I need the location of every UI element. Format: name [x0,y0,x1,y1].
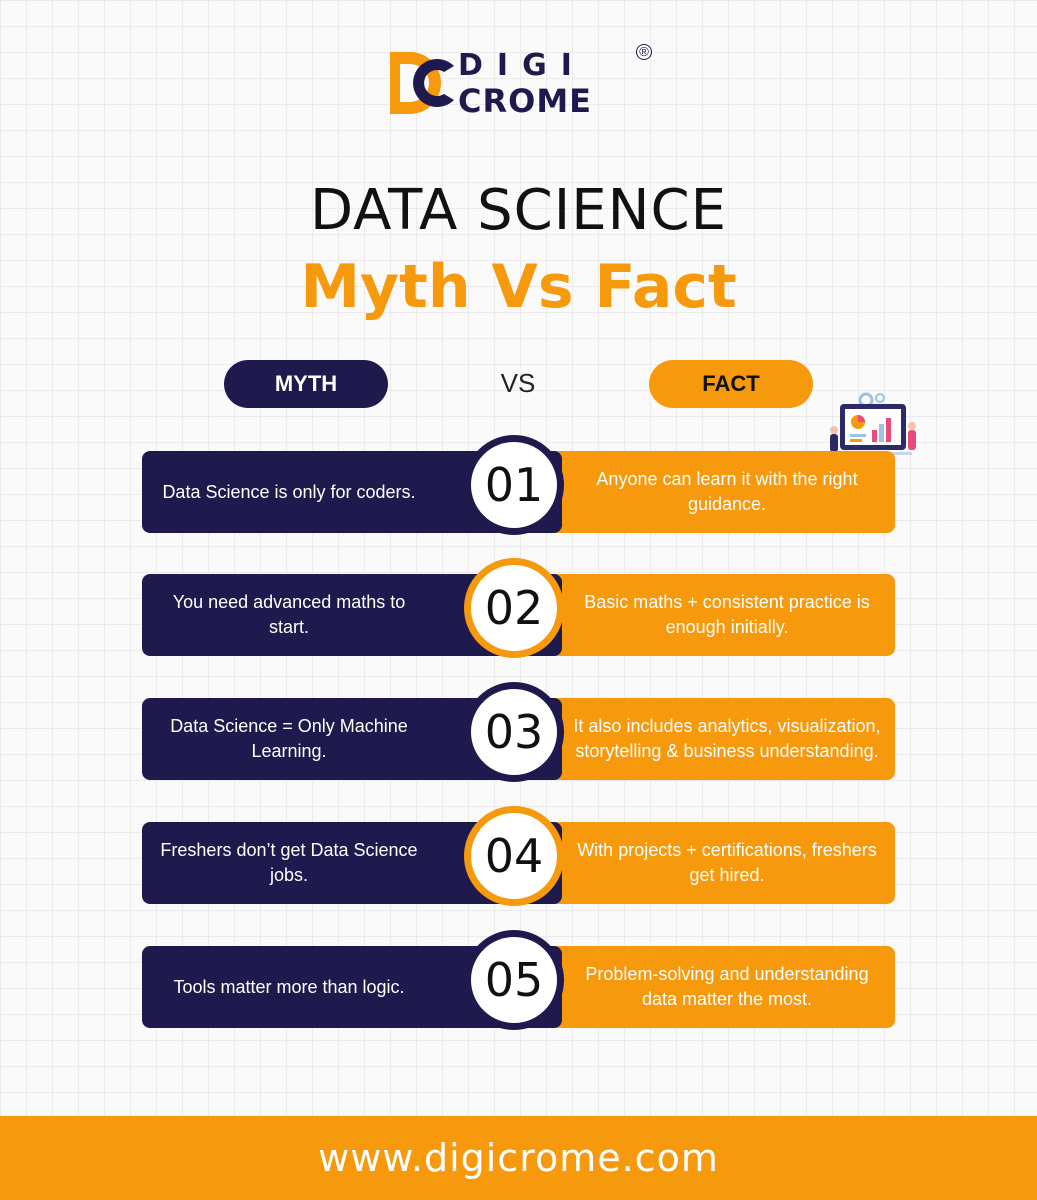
fact-text: Problem-solving and understanding data m… [585,964,869,1009]
fact-text: With projects + certifications, freshers… [577,840,877,885]
myth-header-pill: MYTH [224,360,388,408]
myth-fact-row-04: With projects + certifications, freshers… [142,806,895,906]
myth-text: Data Science = Only Machine Learning. [170,716,408,761]
fact-header-pill: FACT [649,360,813,408]
logo-mark-icon [390,52,454,114]
vs-label: VS [500,368,536,398]
row-number-badge: 05 [464,930,564,1030]
website-link[interactable]: www.digicrome.com [318,1136,719,1180]
myth-fact-row-05: Problem-solving and understanding data m… [142,930,895,1030]
myth-fact-row-03: It also includes analytics, visualizatio… [142,682,895,782]
logo-text-digi: DIGI [458,48,586,83]
registered-mark: ® [636,44,652,60]
myth-text: Tools matter more than logic. [173,976,405,997]
data-dashboard-illustration-icon [830,392,916,455]
fact-text: Basic maths + consistent practice is eno… [584,592,870,637]
footer-bar: www.digicrome.com [0,1116,1037,1200]
row-number-badge: 01 [464,435,564,535]
myth-text: You need advanced maths to start. [172,592,406,637]
brand-logo: DIGI CROME ® [388,44,652,122]
row-number-badge: 03 [464,682,564,782]
page-subtitle: Myth Vs Fact [300,252,737,322]
row-number-badge: 02 [464,558,564,658]
myth-text: Data Science is only for coders. [162,481,416,502]
myth-fact-row-02: Basic maths + consistent practice is eno… [142,558,895,658]
myth-text: Freshers don’t get Data Science jobs. [160,840,418,885]
row-number-badge: 04 [464,806,564,906]
logo-text-crome: CROME [458,82,593,120]
myth-fact-row-01: Anyone can learn it with the right guida… [142,435,895,535]
fact-text: It also includes analytics, visualizatio… [573,716,881,761]
fact-text: Anyone can learn it with the right guida… [596,469,858,514]
page-title: DATA SCIENCE [310,178,727,243]
